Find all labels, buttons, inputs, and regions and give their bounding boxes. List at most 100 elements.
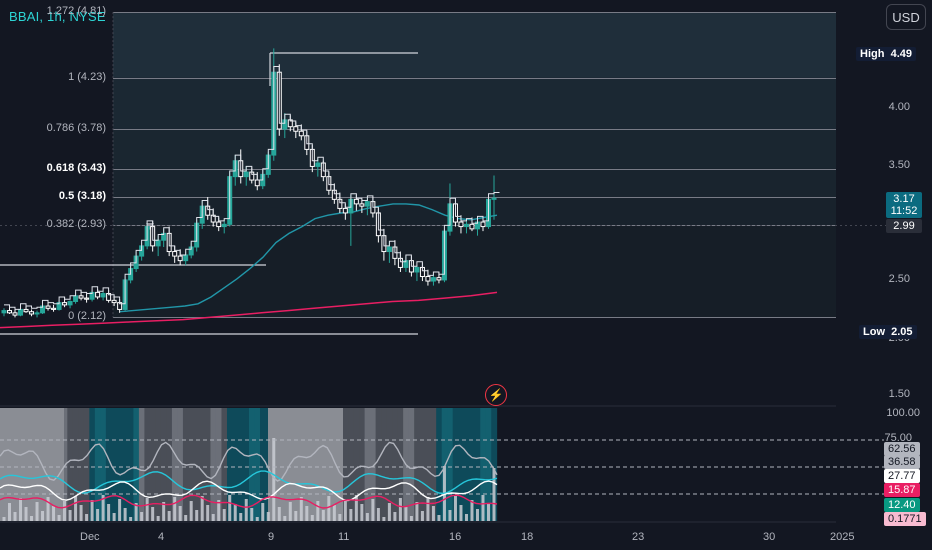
fib-level-label: 1.272 (4.81) <box>46 5 106 18</box>
indicator-bar <box>475 509 479 521</box>
flash-alert-icon[interactable]: ⚡ <box>485 384 507 406</box>
candle <box>51 304 57 312</box>
indicator-bar <box>107 504 111 521</box>
indicator-bar <box>338 514 342 521</box>
indicator-bar <box>387 503 391 521</box>
indicator-band <box>392 408 399 521</box>
fibonacci-retracement-zones <box>112 12 836 318</box>
indicator-bar <box>294 511 298 521</box>
time-label: 2025 <box>830 531 855 543</box>
indicator-bar <box>118 499 122 521</box>
fib-zone <box>113 197 836 226</box>
time-label: Dec <box>80 531 100 543</box>
indicator-band <box>386 408 393 521</box>
indicator-band <box>342 408 349 521</box>
indicator-band <box>89 408 96 521</box>
indicator-value-tag: 27.77 <box>884 469 920 483</box>
indicator-bar <box>426 497 430 521</box>
currency-button[interactable]: USD <box>886 4 926 30</box>
indicator-band <box>408 408 415 521</box>
indicator-bar <box>145 498 149 521</box>
candle <box>414 265 420 282</box>
ticker-title[interactable]: BBAI, 1h, NYSE <box>9 9 106 24</box>
indicator-tick: 75.00 <box>884 432 912 444</box>
candle <box>1 308 7 317</box>
time-label: 16 <box>449 531 462 543</box>
indicator-band <box>254 408 261 521</box>
indicator-band <box>474 408 481 521</box>
indicator-value-tag: 15.87 <box>884 483 920 497</box>
indicator-band <box>397 408 404 521</box>
indicator-bar <box>321 510 325 521</box>
indicator-band <box>232 408 239 521</box>
price-tick: 1.50 <box>888 388 910 400</box>
indicator-bar <box>409 516 413 521</box>
indicator-band <box>193 408 200 521</box>
oscillator-line-cyan <box>0 470 498 495</box>
indicator-bar <box>134 503 138 521</box>
ema-fast-line <box>119 203 498 313</box>
indicator-band <box>469 408 476 521</box>
indicator-bar <box>343 500 347 521</box>
indicator-bar <box>206 505 210 521</box>
indicator-bar <box>85 514 89 521</box>
candle <box>100 291 106 301</box>
candle <box>7 307 13 314</box>
fib-level-label: 0.382 (2.93) <box>46 218 106 231</box>
candle <box>84 293 90 303</box>
indicator-bar <box>453 496 457 521</box>
indicator-band <box>100 408 107 521</box>
horizontal-lines <box>0 52 886 335</box>
indicator-bar <box>222 509 226 521</box>
candle <box>12 309 18 318</box>
indicator-band <box>436 408 443 521</box>
indicator-band <box>419 408 426 521</box>
indicator-bar <box>184 515 188 521</box>
indicator-bar <box>173 497 177 521</box>
indicator-band <box>127 408 134 521</box>
indicator-bar <box>354 495 358 521</box>
indicator-band <box>458 408 465 521</box>
indicator-band <box>204 408 211 521</box>
indicator-bar <box>156 516 160 521</box>
indicator-bar <box>19 498 23 521</box>
indicator-band <box>122 408 129 521</box>
indicator-bar <box>233 504 237 521</box>
indicator-band <box>480 408 487 521</box>
candle <box>34 310 40 318</box>
time-label: 18 <box>521 531 534 543</box>
indicator-pane <box>0 408 884 521</box>
indicator-bar <box>123 508 127 521</box>
indicator-bar <box>261 503 265 521</box>
crosshair-price-tag: 2.99 <box>886 219 922 233</box>
indicator-band <box>375 408 382 521</box>
indicator-bar <box>272 438 276 521</box>
indicator-band <box>441 408 448 521</box>
indicator-bar <box>228 495 232 521</box>
ema-slow-line <box>0 291 498 329</box>
indicator-bar <box>30 516 34 521</box>
indicator-bar <box>57 515 61 521</box>
indicator-bar <box>195 510 199 521</box>
indicator-band <box>260 408 266 521</box>
fib-level-label: 0.786 (3.78) <box>46 121 106 134</box>
indicator-bar <box>360 504 364 521</box>
indicator-bar <box>24 507 28 521</box>
indicator-band <box>177 408 184 521</box>
fib-zone <box>113 168 836 198</box>
indicator-bar <box>79 505 83 521</box>
indicator-bar <box>332 505 336 521</box>
indicator-band <box>138 408 145 521</box>
price-tick: 2.50 <box>888 273 910 285</box>
indicator-bar <box>151 507 155 521</box>
indicator-value-tag: 36.58 <box>884 455 920 469</box>
indicator-band <box>0 408 64 521</box>
indicator-bar <box>376 508 380 521</box>
fib-level-label: 0.618 (3.43) <box>46 161 106 174</box>
indicator-bar <box>167 511 171 521</box>
indicator-bar <box>371 499 375 521</box>
indicator-bar <box>217 500 221 521</box>
indicator-band <box>133 408 140 521</box>
candle <box>23 306 29 313</box>
